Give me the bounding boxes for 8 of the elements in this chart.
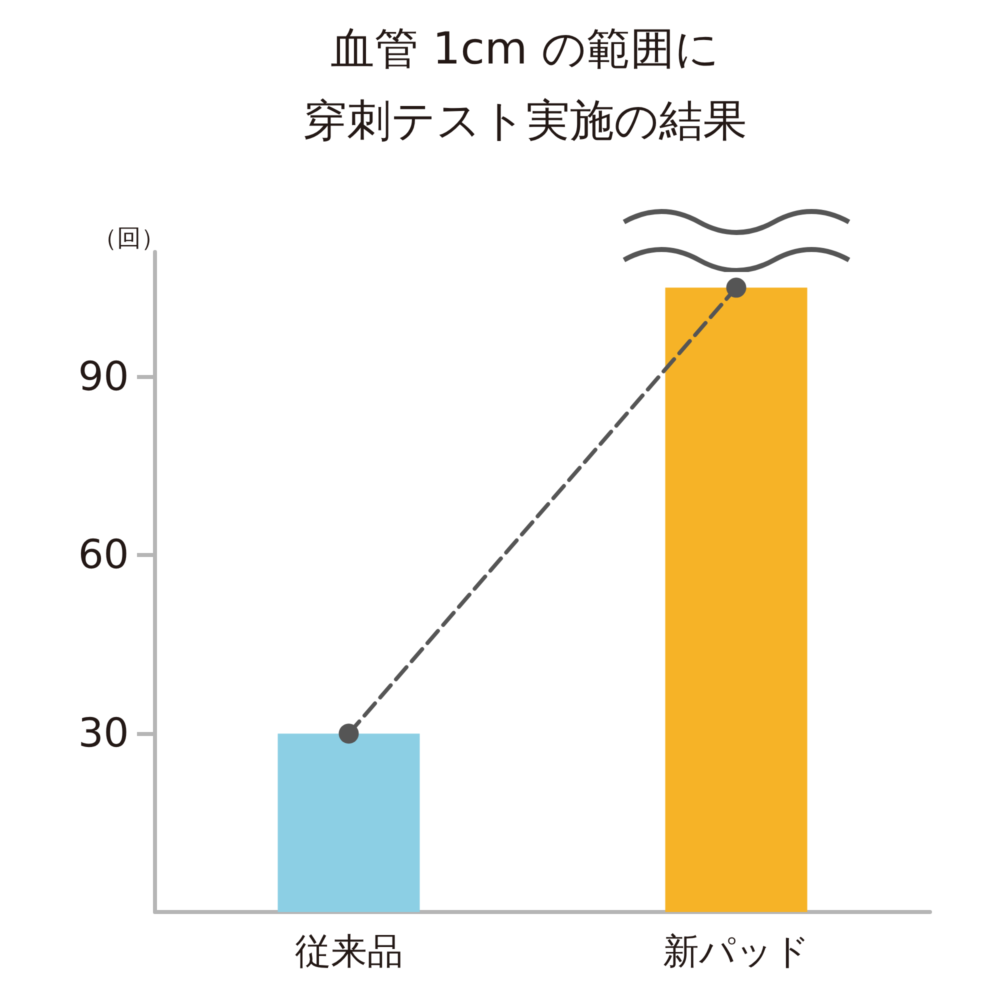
y-tick-label: 90 (78, 354, 129, 400)
chart-title: 血管 1cm の範囲に (330, 24, 720, 74)
y-tick-label: 60 (78, 532, 129, 578)
chart-subtitle: 穿刺テスト実施の結果 (303, 96, 747, 146)
x-tick-label: 従来品 (294, 932, 403, 972)
y-axis-title: （回） (93, 224, 165, 252)
x-tick-label: 新パッド (662, 932, 810, 972)
y-tick-label: 30 (78, 710, 129, 757)
